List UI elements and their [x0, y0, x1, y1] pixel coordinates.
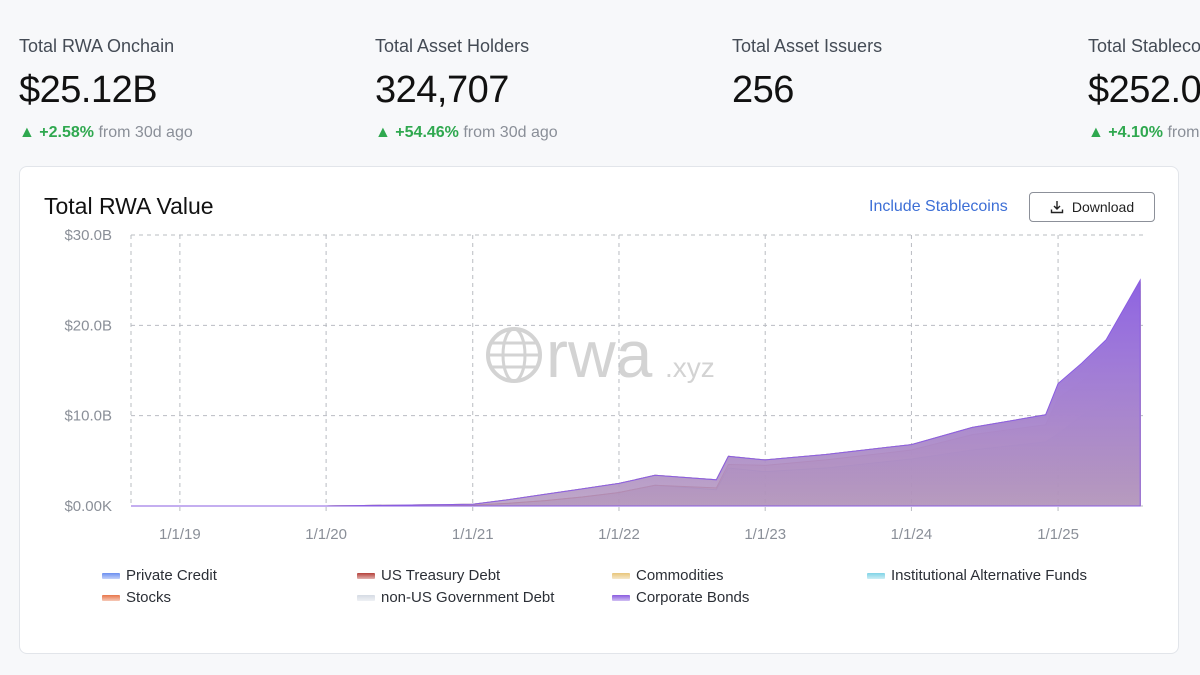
legend-institutional-alternative-funds[interactable]: Institutional Alternative Funds	[867, 567, 1087, 584]
x-tick-label: 1/1/20	[305, 526, 347, 543]
legend-swatch	[357, 594, 375, 601]
stat-change: ▲ +2.58% from 30d ago	[19, 124, 193, 142]
stat-change: ▲ +54.46% from 30d ago	[375, 124, 558, 142]
legend-label: non-US Government Debt	[381, 589, 555, 606]
legend-swatch	[867, 572, 885, 579]
rwa-value-card: rwa .xyz $0.00K $10.0B $20.0B $30.0B 1/1/19 1/1…	[19, 166, 1179, 654]
legend-label: Private Credit	[126, 567, 217, 584]
legend-label: Stocks	[126, 589, 172, 606]
x-tick-label: 1/1/25	[1037, 526, 1079, 543]
stat-change-pct: +4.10%	[1108, 124, 1164, 141]
stat-value: $25.12B	[19, 69, 158, 111]
watermark-suffix: .xyz	[665, 352, 715, 383]
stat-label: Total Asset Holders	[375, 36, 530, 56]
stats-row: Total RWA Onchain $25.12B ▲ +2.58% from …	[0, 0, 1200, 150]
legend-swatch	[612, 594, 630, 601]
up-arrow-icon: ▲	[19, 124, 35, 141]
legend-swatch	[612, 572, 630, 579]
y-tick-label: $30.0B	[64, 227, 112, 244]
legend-label: Institutional Alternative Funds	[891, 567, 1087, 584]
stat-change-pct: +54.46%	[395, 124, 459, 141]
legend-private-credit[interactable]: Private Credit	[102, 567, 217, 584]
stat-change-pct: +2.58%	[39, 124, 95, 141]
x-tick-label: 1/1/24	[891, 526, 933, 543]
x-tick-label: 1/1/22	[598, 526, 640, 543]
stat-value: 256	[732, 69, 794, 111]
up-arrow-icon: ▲	[375, 124, 391, 141]
legend-commodities[interactable]: Commodities	[612, 567, 724, 584]
y-tick-label: $0.00K	[64, 498, 112, 515]
x-tick-label: 1/1/19	[159, 526, 201, 543]
stat-change-suffix: from 30d ago	[463, 124, 558, 141]
stat-label: Total Stableco	[1088, 36, 1200, 56]
include-stablecoins-link[interactable]: Include Stablecoins	[869, 198, 1008, 215]
chart-title: Total RWA Value	[44, 193, 214, 219]
stat-total-holders: Total Asset Holders 324,707 ▲ +54.46% fr…	[375, 36, 558, 142]
rwa-area-chart: rwa .xyz $0.00K $10.0B $20.0B $30.0B 1/1/19 1/1…	[64, 227, 1143, 543]
legend-corporate-bonds[interactable]: Corporate Bonds	[612, 589, 749, 606]
x-tick-label: 1/1/23	[744, 526, 786, 543]
y-tick-label: $10.0B	[64, 408, 112, 425]
stat-label: Total RWA Onchain	[19, 36, 175, 56]
legend-us-treasury-debt[interactable]: US Treasury Debt	[357, 567, 500, 584]
legend-swatch	[102, 594, 120, 601]
stat-value: 324,707	[375, 69, 509, 111]
watermark: rwa .xyz	[486, 317, 715, 391]
stat-total-stablecoins: Total Stableco $252.0 ▲ +4.10% from	[1088, 36, 1200, 142]
download-button[interactable]: Download	[1029, 192, 1155, 222]
watermark-text: rwa	[546, 317, 653, 391]
legend-label: US Treasury Debt	[381, 567, 501, 584]
stat-change-suffix: from 30d ago	[98, 124, 193, 141]
legend-non-us-government-debt[interactable]: non-US Government Debt	[357, 589, 554, 606]
stat-total-rwa: Total RWA Onchain $25.12B ▲ +2.58% from …	[19, 36, 193, 142]
legend-swatch	[357, 572, 375, 579]
stat-value: $252.0	[1088, 69, 1200, 111]
y-tick-label: $20.0B	[64, 317, 112, 334]
stat-change: ▲ +4.10% from	[1088, 124, 1200, 142]
legend-swatch	[102, 572, 120, 579]
stat-change-suffix: from	[1167, 124, 1200, 141]
download-icon	[1050, 201, 1064, 214]
stat-label: Total Asset Issuers	[732, 36, 883, 56]
area-corporate-bonds	[131, 278, 1141, 507]
stat-total-issuers: Total Asset Issuers 256	[732, 36, 882, 112]
legend-label: Commodities	[636, 567, 724, 584]
legend-label: Corporate Bonds	[636, 589, 750, 606]
download-label: Download	[1071, 199, 1135, 215]
up-arrow-icon: ▲	[1088, 124, 1104, 141]
legend-stocks[interactable]: Stocks	[102, 589, 171, 606]
x-tick-label: 1/1/21	[452, 526, 494, 543]
